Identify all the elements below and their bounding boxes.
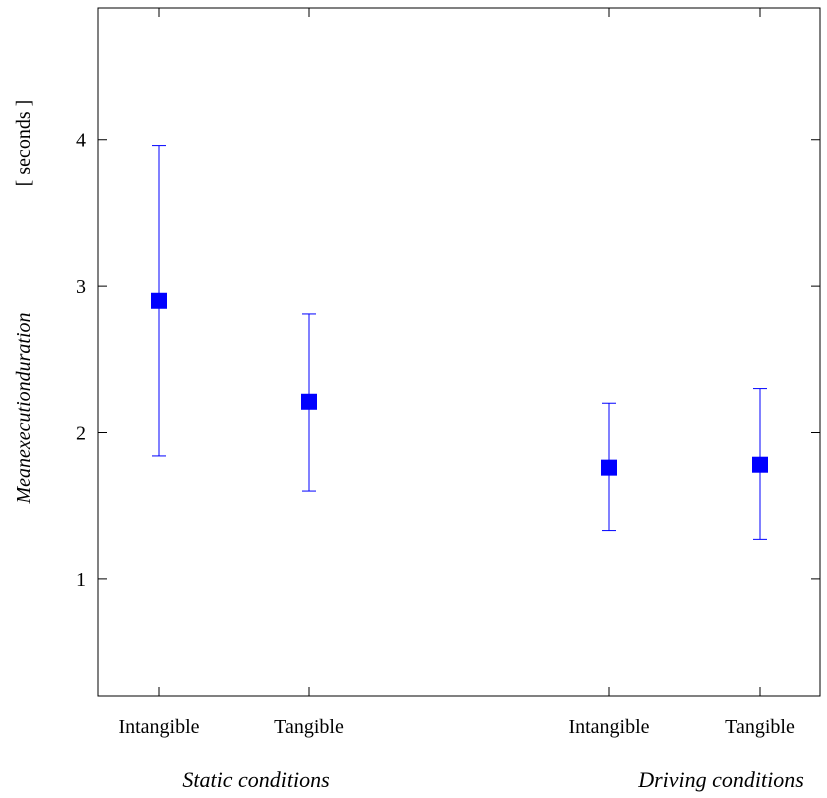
category-label: Tangible <box>725 716 795 738</box>
category-label: Intangible <box>568 716 649 738</box>
data-point-group <box>601 402 617 532</box>
y-axis-title: Meanexecutionduration <box>13 312 35 504</box>
y-tick-label: 2 <box>76 423 86 445</box>
category-label: Intangible <box>118 716 199 738</box>
category-label: Tangible <box>274 716 344 738</box>
y-axis-ticks: 1 2 3 4 <box>76 130 820 591</box>
y-tick-label: 4 <box>76 130 86 152</box>
data-points <box>151 145 768 540</box>
mean-marker <box>151 292 167 309</box>
group-label-driving: Driving conditions <box>637 767 804 792</box>
mean-marker <box>752 456 768 473</box>
data-point-group <box>301 313 317 492</box>
mean-marker <box>601 459 617 476</box>
group-label-static: Static conditions <box>182 767 329 792</box>
y-tick-label: 1 <box>76 569 86 591</box>
data-point-group <box>151 145 167 457</box>
plot-frame <box>97 7 821 697</box>
y-axis-unit: [ seconds ] <box>13 100 35 187</box>
y-tick-label: 3 <box>76 276 86 298</box>
data-point-group <box>752 388 768 540</box>
mean-marker <box>301 393 317 410</box>
category-labels: Intangible Tangible Intangible Tangible <box>118 8 795 738</box>
